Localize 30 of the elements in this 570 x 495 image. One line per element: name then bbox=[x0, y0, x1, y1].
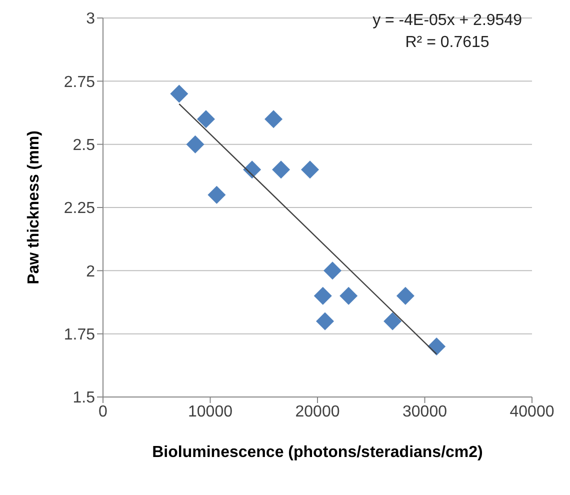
point bbox=[196, 110, 215, 128]
y-tick-label: 3 bbox=[86, 10, 96, 28]
x-tick-label: 10000 bbox=[188, 403, 233, 420]
point bbox=[264, 110, 283, 128]
y-tick-label: 1.75 bbox=[64, 326, 96, 344]
y-tick-label: 2 bbox=[86, 263, 96, 280]
y-tick-label: 2.25 bbox=[64, 200, 96, 218]
x-axis-title: Bioluminescence (photons/steradians/cm2) bbox=[152, 444, 483, 461]
x-tick-label: 30000 bbox=[402, 403, 448, 420]
point bbox=[314, 286, 332, 305]
point bbox=[316, 312, 334, 330]
y-tick-label: 1.5 bbox=[72, 390, 96, 407]
annotation: R² = 0.7615 bbox=[404, 33, 490, 53]
x-tick-label: 0 bbox=[98, 403, 108, 420]
x-tick-label: 20000 bbox=[295, 403, 340, 420]
x-tick-label: 40000 bbox=[510, 403, 554, 420]
point bbox=[170, 84, 188, 103]
y-tick-label: 2.5 bbox=[72, 137, 96, 154]
point bbox=[340, 286, 358, 305]
annotation: y = -4E-05x + 2.9549 bbox=[372, 11, 522, 31]
point bbox=[428, 337, 446, 356]
point bbox=[324, 262, 342, 280]
point bbox=[300, 160, 319, 179]
point bbox=[208, 186, 226, 204]
point bbox=[396, 286, 414, 305]
point bbox=[384, 312, 402, 330]
point bbox=[272, 160, 290, 179]
y-tick-label: 2.75 bbox=[64, 74, 96, 91]
y-axis-title: Paw thickness (mm) bbox=[26, 130, 43, 284]
point bbox=[186, 135, 204, 154]
